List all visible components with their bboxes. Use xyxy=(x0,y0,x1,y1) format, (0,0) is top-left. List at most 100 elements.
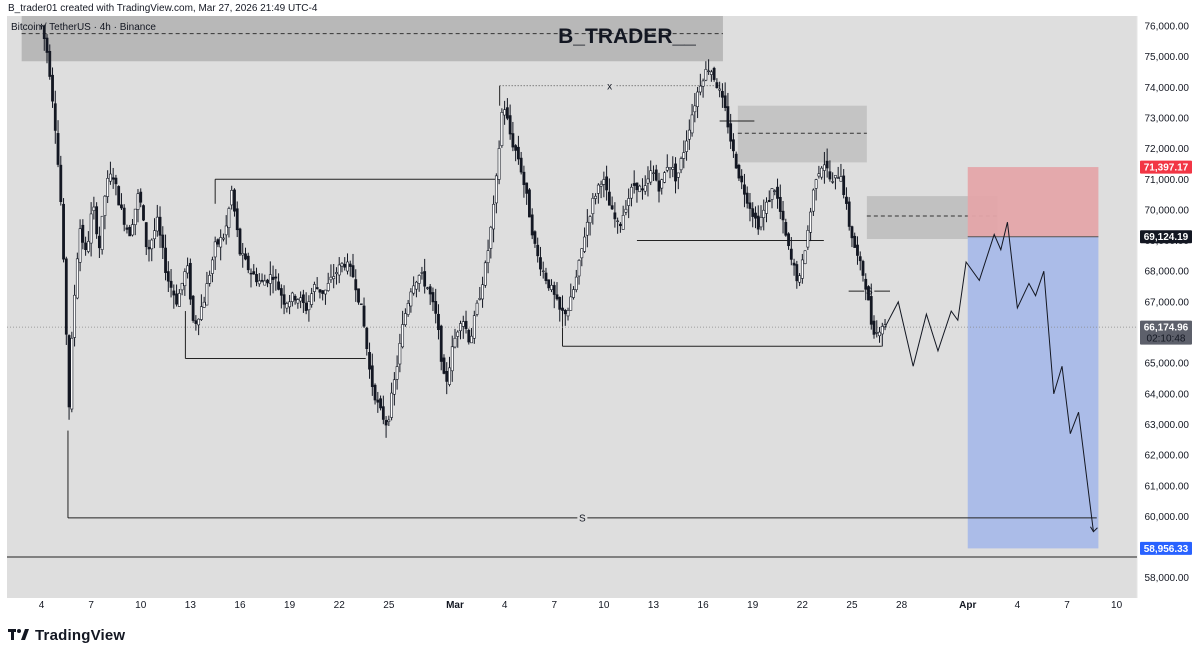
candle xyxy=(574,269,578,293)
candle xyxy=(274,269,278,291)
candle-body xyxy=(219,237,223,248)
candle xyxy=(555,282,559,301)
candle-body xyxy=(555,294,559,300)
candle xyxy=(858,251,862,271)
candle-body xyxy=(337,264,341,276)
candle-body xyxy=(293,295,297,301)
candle xyxy=(561,295,564,316)
candle-body xyxy=(649,170,653,183)
candle xyxy=(649,160,653,186)
time-tick-label: Apr xyxy=(959,600,976,611)
candle xyxy=(100,215,104,255)
candle xyxy=(81,219,85,250)
candle xyxy=(517,135,520,165)
candle-body xyxy=(605,176,609,191)
candle-body xyxy=(434,301,438,314)
candle-body xyxy=(324,289,327,295)
candle xyxy=(84,236,88,256)
price-tick-label: 74,000.00 xyxy=(1145,83,1190,94)
candle xyxy=(610,196,614,211)
candle xyxy=(481,276,484,308)
candle xyxy=(439,324,443,371)
candle xyxy=(304,292,308,315)
candle xyxy=(528,188,531,218)
candle-body xyxy=(268,274,272,284)
candle xyxy=(630,183,633,207)
candle xyxy=(453,328,457,349)
candle-body xyxy=(842,175,846,195)
candle-body xyxy=(566,310,570,317)
candle-body xyxy=(591,197,595,215)
candle-body xyxy=(177,293,181,307)
candle-body xyxy=(370,365,374,388)
candle-body xyxy=(120,204,123,209)
candle xyxy=(533,230,537,248)
candle-body xyxy=(158,216,162,236)
candle xyxy=(817,165,821,179)
candle-body xyxy=(362,305,366,327)
time-tick-label: 16 xyxy=(234,600,246,611)
candle xyxy=(795,260,799,289)
candle xyxy=(415,280,418,298)
chart-frame[interactable]: xSS Bitcoin / TetherUS · 4h · BinanceB_T… xyxy=(0,16,1200,616)
candle-body xyxy=(401,324,405,348)
candle xyxy=(199,294,203,321)
candle xyxy=(75,252,79,300)
tradingview-footer[interactable]: TradingView xyxy=(8,624,125,646)
candle xyxy=(850,225,854,248)
candle-body xyxy=(235,208,239,231)
candle xyxy=(205,271,209,306)
candle xyxy=(547,279,551,291)
candle xyxy=(70,331,74,413)
candle xyxy=(856,236,859,265)
candle-body xyxy=(48,50,52,77)
candle-body xyxy=(459,323,462,332)
candle-body xyxy=(199,306,203,320)
candle-body xyxy=(759,217,763,228)
candle xyxy=(787,232,790,250)
candle xyxy=(180,282,184,296)
candle-body xyxy=(820,167,824,178)
candle xyxy=(880,322,884,347)
candle-body xyxy=(834,175,837,179)
candle xyxy=(315,277,319,290)
candle-body xyxy=(497,148,501,180)
projection-path xyxy=(884,222,1094,532)
candle-body xyxy=(869,296,873,325)
candle xyxy=(222,233,225,242)
candle-body xyxy=(828,171,832,180)
candle-body xyxy=(696,91,699,107)
candle-body xyxy=(114,177,118,185)
candle-body xyxy=(315,287,319,290)
candle xyxy=(346,253,349,275)
candle-body xyxy=(723,95,727,108)
candle xyxy=(467,328,471,345)
candle-body xyxy=(792,262,796,266)
candle xyxy=(92,196,96,220)
candle xyxy=(596,183,600,204)
candle xyxy=(685,130,688,161)
candle-body xyxy=(530,214,534,236)
candle xyxy=(530,208,534,240)
candle xyxy=(464,310,468,334)
price-chart[interactable]: xSS Bitcoin / TetherUS · 4h · BinanceB_T… xyxy=(0,16,1200,616)
candle xyxy=(456,330,460,348)
candle xyxy=(277,273,280,291)
candle-body xyxy=(277,281,280,290)
candle xyxy=(373,383,377,405)
candle-body xyxy=(86,241,90,252)
candle-body xyxy=(572,289,575,298)
candle-body xyxy=(238,228,242,255)
candle xyxy=(643,175,647,195)
candle xyxy=(836,166,840,179)
candle xyxy=(384,416,388,438)
tradingview-logo-icon xyxy=(8,629,29,640)
candle-body xyxy=(365,327,369,350)
candle-body xyxy=(671,167,675,170)
candle xyxy=(255,267,258,287)
candle xyxy=(497,140,501,185)
candle xyxy=(335,267,338,285)
candle xyxy=(627,188,631,219)
candle-body xyxy=(164,247,167,273)
candle-body xyxy=(150,239,154,250)
